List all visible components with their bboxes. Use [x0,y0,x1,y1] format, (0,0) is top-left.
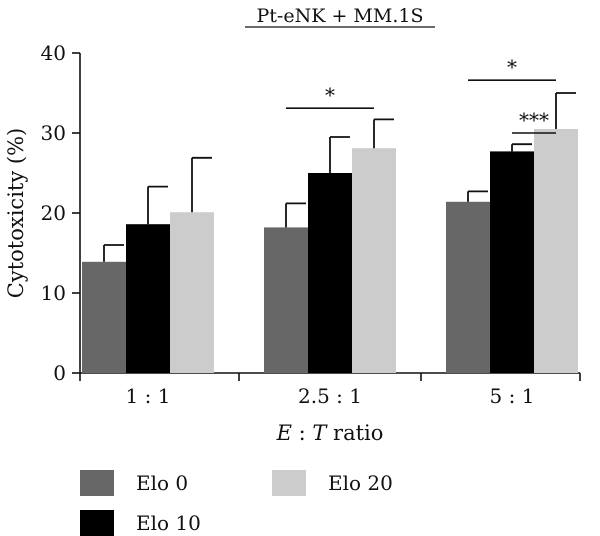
y-tick-label: 20 [41,201,66,225]
legend-label-elo-20: Elo 20 [328,471,393,495]
legend-label-elo-10: Elo 10 [136,511,201,535]
y-axis-label: Cytotoxicity (%) [4,128,28,298]
y-tick-label: 30 [41,121,66,145]
bar-elo-0 [82,261,126,373]
bar-elo-10 [308,173,352,373]
x-axis-label-part: E [276,421,292,445]
bar-elo-20 [534,129,578,373]
significance-label: * [507,55,517,79]
bar-elo-10 [490,151,534,373]
bar-elo-20 [170,212,214,373]
legend-swatch-elo-10 [80,510,114,536]
x-axis-label-part: T [312,421,328,445]
bar-elo-0 [446,201,490,373]
chart-title: Pt-eNK + MM.1S [257,5,424,27]
legend-swatch-elo-20 [272,470,306,496]
legend-item-elo-0: Elo 0 [80,470,188,496]
x-tick-label: 5 : 1 [490,384,535,408]
bar-elo-20 [352,148,396,373]
y-tick-label: 0 [53,361,66,385]
x-axis-label: E : T ratio [276,421,384,445]
x-tick-label: 2.5 : 1 [298,384,362,408]
legend-item-elo-20: Elo 20 [272,470,393,496]
y-tick-label: 40 [41,41,66,65]
significance-label: *** [519,108,549,132]
x-axis-label-part: : [292,421,312,445]
legend-swatch-elo-0 [80,470,114,496]
x-axis-label-part: ratio [326,421,383,445]
x-tick-label: 1 : 1 [126,384,171,408]
significance-label: * [325,83,335,107]
legend-label-elo-0: Elo 0 [136,471,189,495]
bar-elo-0 [264,227,308,373]
legend-item-elo-10: Elo 10 [80,510,201,536]
y-tick-label: 10 [41,281,66,305]
bar-elo-10 [126,224,170,373]
